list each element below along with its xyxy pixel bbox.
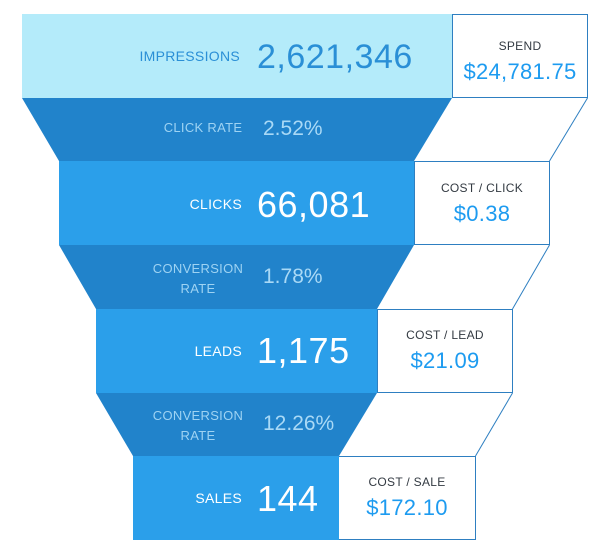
conversion-rate-1-value: 1.78% — [263, 265, 323, 288]
conversion-rate-1-label-line2: RATE — [180, 281, 216, 296]
cost-per-click-box: COST / CLICK $0.38 — [414, 161, 550, 245]
cost-per-lead-label: COST / LEAD — [406, 328, 484, 342]
impressions-value: 2,621,346 — [257, 38, 413, 76]
cost-per-sale-box: COST / SALE $172.10 — [339, 456, 476, 540]
impressions-band — [22, 14, 452, 98]
clicks-value: 66,081 — [257, 184, 371, 225]
cost-per-sale-value: $172.10 — [366, 495, 448, 520]
leads-band — [96, 309, 377, 393]
sales-value: 144 — [257, 478, 319, 519]
conversion-rate-2-band — [96, 393, 377, 456]
click-rate-value: 2.52% — [263, 117, 323, 140]
conversion-rate-2-label-line1: CONVERSION — [152, 408, 244, 423]
spend-box: SPEND $24,781.75 — [452, 14, 588, 98]
cost-per-lead-box: COST / LEAD $21.09 — [377, 309, 513, 393]
cost-per-click-value: $0.38 — [453, 201, 511, 226]
cost-per-sale-label: COST / SALE — [368, 475, 446, 489]
spend-value: $24,781.75 — [463, 59, 577, 84]
click-rate-band — [22, 98, 452, 161]
click-rate-label: CLICK RATE — [150, 118, 256, 138]
spend-label: SPEND — [498, 39, 542, 53]
cost-per-lead-value: $21.09 — [410, 348, 480, 373]
click-rate-label-line1: CLICK RATE — [163, 120, 243, 135]
conversion-rate-1-label-line1: CONVERSION — [152, 261, 244, 276]
connector-lines — [475, 97, 588, 457]
connector-lead-to-sale — [475, 392, 513, 457]
cost-per-click-label: COST / CLICK — [440, 181, 524, 195]
connector-click-to-lead — [512, 244, 550, 310]
sales-label: SALES — [195, 490, 242, 506]
conversion-rate-1-band — [59, 245, 414, 309]
impressions-label: IMPRESSIONS — [139, 48, 240, 64]
clicks-band — [59, 161, 414, 245]
sales-band — [133, 456, 339, 540]
conversion-rate-2-value: 12.26% — [263, 412, 335, 435]
conversion-rate-2-label: CONVERSION RATE — [150, 406, 246, 446]
clicks-label: CLICKS — [189, 196, 242, 212]
leads-value: 1,175 — [257, 330, 350, 371]
conversion-rate-1-label: CONVERSION RATE — [150, 259, 246, 299]
connector-spend-to-click — [549, 97, 588, 162]
leads-label: LEADS — [194, 343, 242, 359]
conversion-rate-2-label-line2: RATE — [180, 428, 216, 443]
